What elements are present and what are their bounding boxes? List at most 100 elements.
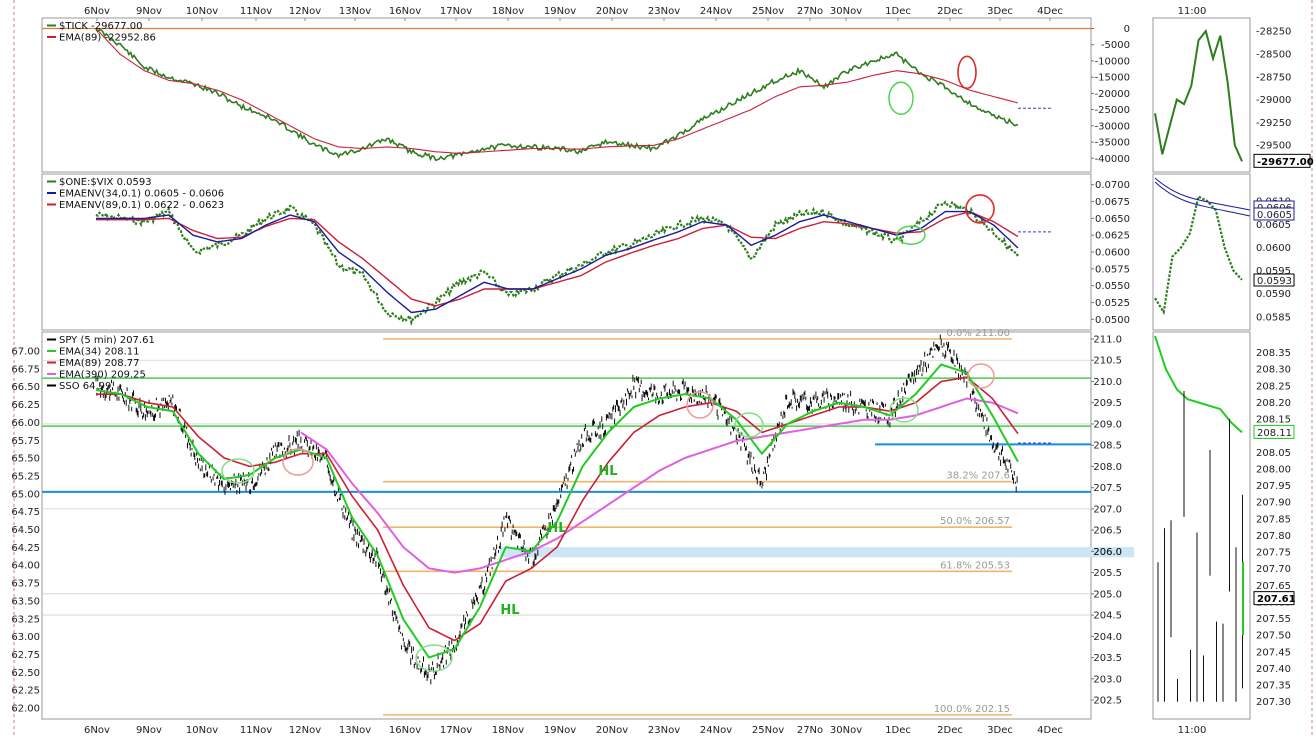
inset-y-tick-label: 208.20 xyxy=(1256,398,1291,409)
x-axis-top: 6Nov 9Nov 10Nov 11Nov 12Nov 13Nov 16Nov 17Nov 18… xyxy=(84,6,1063,21)
fib-level-label: 38.2% 207.6 xyxy=(946,471,1010,482)
y-tick-label: 0.0550 xyxy=(1095,281,1130,292)
last-value-box xyxy=(1253,153,1311,168)
x-tick-label-top: 13Nov xyxy=(339,6,371,17)
legend-entry: SPY (5 min) 207.61 xyxy=(59,335,155,346)
inset-y-tick-label: 207.45 xyxy=(1256,647,1291,658)
y-tick-label: 0.0525 xyxy=(1095,298,1130,309)
x-tick-label-bottom: 1Dec xyxy=(885,725,911,736)
inset-y-tick-label: -28250 xyxy=(1256,27,1291,38)
higher-low-label: HL xyxy=(500,603,519,618)
spy-ema-line-1 xyxy=(95,363,1019,659)
x-tick-label-bottom: 23Nov xyxy=(648,725,680,736)
legend-entry: $TICK -29677.00 xyxy=(59,21,142,32)
fib-level-label: 61.8% 205.53 xyxy=(940,560,1010,571)
x-tick-label-top: 16Nov xyxy=(389,6,421,17)
spy-panel: 211.0 210.5 210.0 209.5 209.0 208.5 208.0 207.5… xyxy=(11,328,1134,716)
y-tick-label: 202.5 xyxy=(1093,696,1122,707)
legend-entry: EMA(89) 208.77 xyxy=(59,358,139,369)
inset-vix-line xyxy=(1154,194,1243,316)
inset-y-tick-label: 207.40 xyxy=(1256,664,1291,675)
y-tick-label: 0.0500 xyxy=(1095,315,1130,326)
sso-tick-label: 64.50 xyxy=(11,525,40,536)
y-tick-label: 0.0575 xyxy=(1095,264,1130,275)
inset-y-tick-label: 208.15 xyxy=(1256,415,1291,426)
green-circle-annotation xyxy=(888,81,914,115)
y-tick-label: 0.0600 xyxy=(1095,248,1130,259)
circle-annotation xyxy=(686,391,714,419)
x-tick-label-bottom: 13Nov xyxy=(339,725,371,736)
y-tick-label: -25000 xyxy=(1095,105,1130,116)
sso-tick-label: 63.25 xyxy=(11,614,40,625)
legend-entry: EMAENV(34,0.1) 0.0605 - 0.0606 xyxy=(59,189,224,200)
inset-y-tick-label: 208.00 xyxy=(1256,464,1291,475)
legend-entry: $ONE:$VIX 0.0593 xyxy=(59,177,152,188)
sso-tick-label: 66.75 xyxy=(11,364,40,375)
inset-y-tick-label: 208.35 xyxy=(1256,348,1291,359)
x-tick-label-bottom: 11Nov xyxy=(240,725,272,736)
vix-emaenv34-line xyxy=(96,210,1019,314)
y-tick-label: 204.5 xyxy=(1093,611,1122,622)
sso-tick-label: 62.00 xyxy=(11,704,40,715)
circle-annotation xyxy=(282,448,314,476)
x-tick-label-bottom: 30Nov xyxy=(830,725,862,736)
y-tick-label: 211.0 xyxy=(1093,335,1122,346)
y-tick-label: 208.5 xyxy=(1093,441,1122,452)
sso-tick-label: 65.75 xyxy=(11,436,40,447)
inset-y-tick-label: -29500 xyxy=(1256,141,1291,152)
y-tick-label: -40000 xyxy=(1095,154,1130,165)
inset-ema-line xyxy=(1154,335,1243,434)
inset-y-tick-label: 208.25 xyxy=(1256,381,1291,392)
legend-entry: SSO 64.99 xyxy=(59,381,111,392)
x-tick-label-top: 27No xyxy=(797,6,823,17)
inset-value-box xyxy=(1253,273,1295,287)
price-bars xyxy=(95,334,1018,685)
y-tick-label: -30000 xyxy=(1095,121,1130,132)
inset-y-tick-label: 207.65 xyxy=(1256,581,1291,592)
tick-inset: -28250 -28500 -28750 -29000 -29250 -29500 -296… xyxy=(1154,6,1314,168)
ema-value-label: 208.11 xyxy=(1257,428,1292,439)
legend-entry: EMA(390) 209.25 xyxy=(59,370,146,381)
inset-y-tick-label: 207.30 xyxy=(1256,697,1291,708)
y-tick-label: 206.5 xyxy=(1093,526,1122,537)
y-tick-label: 208.0 xyxy=(1093,462,1122,473)
x-tick-label-top: 9Nov xyxy=(136,6,162,17)
inset-y-tick-label: 207.85 xyxy=(1256,514,1291,525)
tick-annotations xyxy=(888,55,1052,115)
x-axis-bottom: 6Nov 9Nov 10Nov 11Nov 12Nov 13Nov 16Nov 17Nov 18… xyxy=(84,725,1063,736)
inset-env-upper xyxy=(1154,177,1251,211)
x-tick-label-top: 25Nov xyxy=(752,6,784,17)
x-tick-label-top: 30Nov xyxy=(830,6,862,17)
inset-y-tick-label: 0.0605 xyxy=(1256,220,1291,231)
sso-tick-label: 63.75 xyxy=(11,579,40,590)
x-tick-label-top: 19Nov xyxy=(544,6,576,17)
y-tick-label: 207.5 xyxy=(1093,483,1122,494)
inset-y-tick-label: 207.90 xyxy=(1256,498,1291,509)
last-value-box xyxy=(1253,591,1295,606)
sso-tick-label: 64.25 xyxy=(11,543,40,554)
x-tick-label-bottom: 3Dec xyxy=(987,725,1013,736)
spy-ema-line-3 xyxy=(300,397,1019,574)
inset-value-label: 0.0593 xyxy=(1257,276,1292,287)
sso-tick-label: 65.00 xyxy=(11,489,40,500)
inset-y-tick-label: 207.35 xyxy=(1256,681,1291,692)
sso-tick-label: 67.00 xyxy=(11,347,40,358)
inset-value-label: 0.0605 xyxy=(1257,210,1292,221)
x-tick-label-bottom: 12Nov xyxy=(289,725,321,736)
inset-time-label: 11:00 xyxy=(1178,6,1207,17)
inset-y-tick-label: 207.50 xyxy=(1256,631,1291,642)
sso-tick-label: 65.50 xyxy=(11,454,40,465)
x-tick-label-top: 11Nov xyxy=(240,6,272,17)
x-tick-label-bottom: 25Nov xyxy=(752,725,784,736)
x-tick-label-bottom: 20Nov xyxy=(596,725,628,736)
spy-annotations: 0.0% 211.00 38.2% 207.6 50.0% 206.57 61.8% … xyxy=(221,328,1122,715)
fib-level-label: 50.0% 206.57 xyxy=(940,516,1010,527)
x-tick-label-top: 24Nov xyxy=(700,6,732,17)
legend-entry: EMAENV(89,0.1) 0.0622 - 0.0623 xyxy=(59,200,224,211)
inset-y-tick-label: -28750 xyxy=(1256,72,1291,83)
inset-y-tick-label: 0.0595 xyxy=(1256,266,1291,277)
x-tick-label-top: 12Nov xyxy=(289,6,321,17)
inset-frame-2 xyxy=(1152,173,1251,331)
